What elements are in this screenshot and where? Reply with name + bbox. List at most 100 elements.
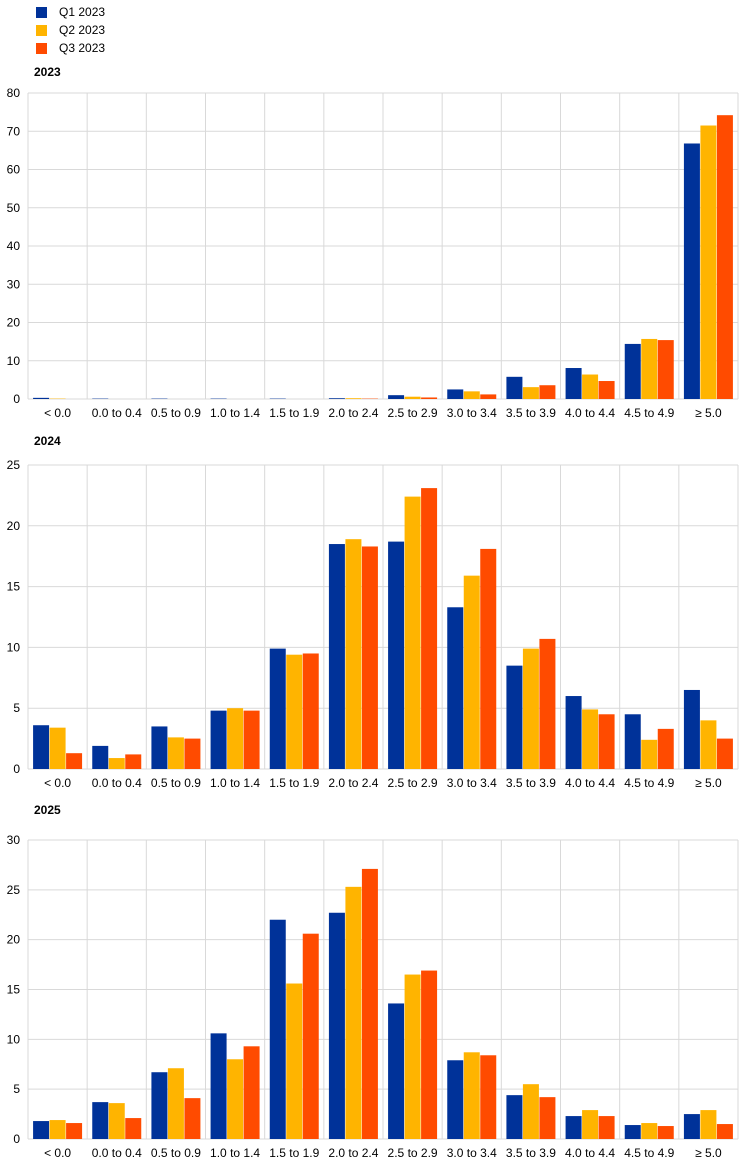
bar-q1-2023	[151, 1072, 168, 1139]
legend-item-q3: Q3 2023	[36, 39, 105, 57]
bar-q3-2023	[716, 738, 733, 769]
y-tick-label: 25	[7, 458, 21, 472]
bar-q3-2023	[184, 738, 201, 769]
x-tick-label: 2.0 to 2.4	[328, 406, 378, 420]
x-tick-label: < 0.0	[44, 776, 71, 790]
bar-q1-2023	[506, 1095, 523, 1139]
bar-q3-2023	[480, 1055, 497, 1139]
x-tick-label: 0.5 to 0.9	[151, 1146, 201, 1160]
x-tick-label: 3.0 to 3.4	[447, 776, 497, 790]
bar-q2-2023	[404, 974, 421, 1139]
bar-q2-2023	[49, 727, 66, 769]
y-tick-label: 50	[7, 201, 21, 215]
x-tick-label: 0.0 to 0.4	[92, 406, 142, 420]
x-tick-label: 3.5 to 3.9	[506, 776, 556, 790]
bar-q2-2023	[404, 396, 421, 399]
bar-q3-2023	[598, 381, 615, 399]
x-tick-label: 4.5 to 4.9	[624, 1146, 674, 1160]
bar-q3-2023	[421, 488, 438, 769]
bar-q3-2023	[66, 1123, 83, 1139]
bar-q3-2023	[302, 933, 319, 1139]
bar-q2-2023	[641, 739, 658, 769]
bar-q1-2023	[683, 143, 700, 399]
y-tick-label: 0	[13, 392, 20, 406]
x-tick-label: 4.0 to 4.4	[565, 406, 615, 420]
bar-q1-2023	[92, 745, 109, 769]
bar-q2-2023	[522, 648, 539, 769]
x-tick-label: 2.5 to 2.9	[388, 1146, 438, 1160]
bar-q3-2023	[361, 546, 378, 769]
bar-q1-2023	[565, 1116, 582, 1139]
bar-q1-2023	[328, 398, 345, 399]
bar-q1-2023	[92, 1102, 109, 1139]
bar-q3-2023	[361, 868, 378, 1139]
x-tick-label: 2.5 to 2.9	[388, 406, 438, 420]
bar-q1-2023	[210, 1033, 227, 1139]
bar-q2-2023	[227, 1059, 244, 1139]
bar-q2-2023	[404, 496, 421, 769]
x-tick-label: 2.0 to 2.4	[328, 776, 378, 790]
x-tick-label: 3.5 to 3.9	[506, 1146, 556, 1160]
bar-q2-2023	[463, 575, 480, 769]
x-tick-label: ≥ 5.0	[695, 1146, 722, 1160]
y-tick-label: 20	[7, 316, 21, 330]
legend-label-q3: Q3 2023	[59, 41, 106, 55]
y-tick-label: 25	[7, 883, 21, 897]
y-tick-label: 0	[13, 1132, 20, 1146]
bar-q2-2023	[227, 708, 244, 769]
bar-q3-2023	[657, 340, 674, 399]
bar-q2-2023	[463, 391, 480, 399]
bar-q3-2023	[598, 1116, 615, 1139]
bar-q3-2023	[657, 728, 674, 769]
bar-q1-2023	[33, 725, 50, 769]
panel-title-2025: 2025	[34, 803, 61, 817]
bar-q3-2023	[480, 394, 497, 399]
x-tick-label: 3.0 to 3.4	[447, 1146, 497, 1160]
bar-q3-2023	[716, 1124, 733, 1139]
y-tick-label: 70	[7, 124, 21, 138]
x-tick-label: 4.5 to 4.9	[624, 406, 674, 420]
bar-q2-2023	[700, 125, 717, 399]
y-tick-label: 5	[13, 701, 20, 715]
bar-q2-2023	[286, 654, 303, 769]
x-tick-label: 4.0 to 4.4	[565, 1146, 615, 1160]
x-tick-label: 0.5 to 0.9	[151, 776, 201, 790]
legend-item-q2: Q2 2023	[36, 21, 105, 39]
x-tick-label: 1.5 to 1.9	[269, 776, 319, 790]
x-tick-label: ≥ 5.0	[695, 406, 722, 420]
bar-q3-2023	[539, 638, 556, 769]
y-tick-label: 60	[7, 163, 21, 177]
x-tick-label: < 0.0	[44, 1146, 71, 1160]
bar-q1-2023	[210, 710, 227, 769]
bar-q3-2023	[421, 970, 438, 1139]
bar-q2-2023	[167, 737, 184, 769]
bar-q1-2023	[33, 1121, 50, 1139]
y-tick-label: 0	[13, 762, 20, 776]
x-tick-label: 0.0 to 0.4	[92, 1146, 142, 1160]
bar-q1-2023	[269, 919, 286, 1139]
bar-q1-2023	[269, 648, 286, 769]
bar-q2-2023	[345, 539, 362, 769]
bar-q2-2023	[582, 1110, 599, 1139]
bar-q2-2023	[108, 1103, 125, 1139]
bar-q2-2023	[286, 983, 303, 1139]
x-tick-label: ≥ 5.0	[695, 776, 722, 790]
legend-label-q1: Q1 2023	[59, 5, 106, 19]
bar-q2-2023	[700, 1110, 717, 1139]
y-tick-label: 10	[7, 354, 21, 368]
bar-q3-2023	[243, 1046, 260, 1139]
y-tick-label: 10	[7, 1032, 21, 1046]
bar-q2-2023	[522, 387, 539, 399]
bar-q3-2023	[184, 1098, 201, 1139]
panel-title-2023: 2023	[34, 65, 61, 79]
bar-q3-2023	[539, 385, 556, 399]
y-tick-label: 10	[7, 640, 21, 654]
bar-q2-2023	[700, 720, 717, 769]
bar-q2-2023	[641, 338, 658, 399]
bar-q1-2023	[328, 912, 345, 1139]
bar-q1-2023	[565, 368, 582, 399]
x-tick-label: 1.0 to 1.4	[210, 406, 260, 420]
bar-q2-2023	[108, 758, 125, 769]
bar-q1-2023	[33, 397, 50, 399]
bar-q3-2023	[421, 397, 438, 399]
